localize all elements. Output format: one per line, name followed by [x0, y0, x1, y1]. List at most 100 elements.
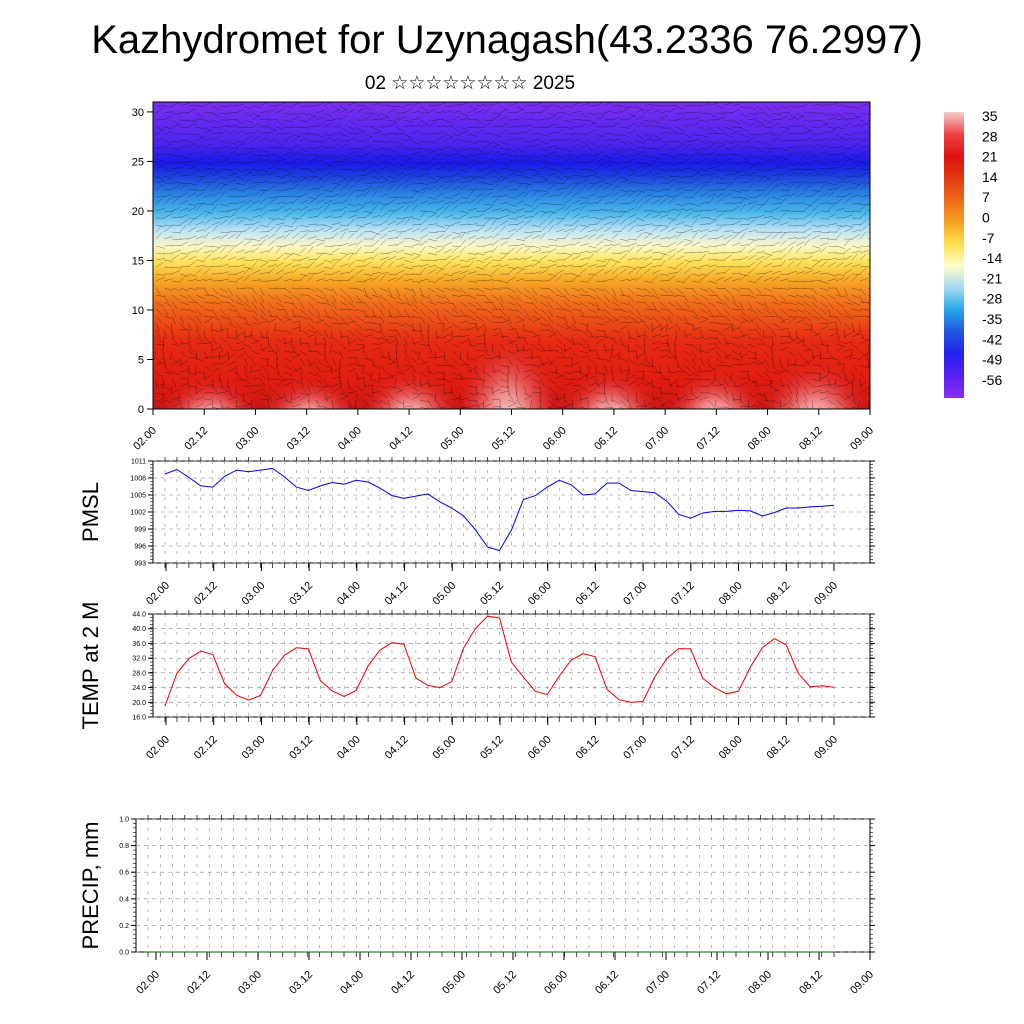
wind-barb: [355, 269, 364, 275]
wind-barb: [779, 231, 786, 240]
wind-barb: [691, 273, 701, 277]
wind-barb: [675, 267, 683, 275]
heatmap-y-tick-label: 30: [132, 107, 144, 119]
wind-barb: [491, 315, 501, 318]
wind-barb: [739, 308, 746, 317]
wind-barb: [379, 377, 389, 380]
wind-barb: [819, 364, 826, 373]
wind-barb: [331, 245, 342, 247]
wind-barb: [523, 329, 533, 333]
x-tick-label: 03.12: [287, 969, 315, 997]
wind-barb: [867, 287, 870, 290]
x-tick-label: 08.00: [717, 734, 745, 762]
wind-barb: [491, 388, 501, 394]
wind-barb: [563, 198, 572, 205]
wind-barb: [835, 224, 842, 233]
wind-barb: [547, 244, 557, 247]
wind-barb: [259, 336, 270, 338]
wind-barb: [571, 213, 581, 219]
wind-barb: [371, 140, 382, 142]
wind-barb: [235, 287, 246, 289]
wind-barb: [331, 117, 341, 121]
wind-barb: [443, 273, 453, 277]
wind-barb: [435, 248, 444, 254]
wind-barb: [435, 199, 445, 205]
wind-barb: [747, 294, 757, 299]
wind-barb: [667, 147, 677, 151]
wind-barb: [747, 380, 756, 387]
wind-barb: [307, 392, 310, 402]
wind-barb: [763, 371, 771, 379]
wind-barb: [451, 186, 461, 191]
wind-barb: [531, 385, 541, 390]
wind-barb: [243, 250, 253, 254]
wind-barb: [179, 301, 189, 306]
wind-barb: [659, 126, 669, 130]
x-tick-label: 03.00: [240, 734, 268, 762]
wind-barb: [291, 403, 301, 408]
wind-barb: [779, 165, 789, 170]
wind-barb: [227, 265, 238, 268]
wind-barb: [195, 279, 205, 282]
wind-barb: [403, 228, 413, 233]
wind-barb: [675, 211, 682, 219]
wind-barb: [267, 350, 277, 353]
wind-barb: [819, 259, 830, 261]
wind-barb: [819, 202, 829, 205]
wind-barb: [851, 245, 861, 249]
wind-barb: [315, 154, 325, 159]
wind-barb: [571, 322, 578, 331]
wind-barb: [427, 399, 433, 408]
wind-barb: [163, 329, 167, 339]
wind-barb: [427, 140, 437, 144]
wind-barb: [315, 270, 325, 275]
wind-barb: [227, 208, 237, 212]
wind-barb: [819, 308, 828, 315]
wind-barb: [251, 154, 262, 157]
wind-barb: [211, 105, 221, 111]
wind-barb: [707, 329, 717, 332]
wind-barb: [635, 266, 646, 268]
wind-barb: [779, 231, 790, 233]
wind-barb: [667, 324, 676, 331]
wind-barb: [651, 385, 661, 389]
wind-barb: [499, 140, 509, 146]
wind-barb: [571, 406, 575, 409]
wind-barb: [547, 172, 557, 177]
wind-barb: [627, 268, 636, 275]
wind-barb: [755, 203, 766, 205]
wind-barb: [739, 329, 745, 338]
wind-barb: [523, 406, 527, 409]
wind-barb: [331, 383, 341, 387]
wind-barb: [339, 228, 349, 233]
wind-barb: [259, 287, 265, 296]
wind-barb: [563, 105, 573, 108]
wind-barb: [531, 378, 541, 384]
wind-barb: [739, 246, 747, 254]
wind-barb: [619, 154, 629, 158]
wind-barb: [259, 399, 270, 401]
wind-barb: [163, 357, 166, 367]
wind-barb: [715, 175, 725, 180]
colorbar-label: 35: [982, 108, 998, 124]
wind-barb: [235, 161, 245, 165]
wind-barb: [523, 308, 529, 317]
wind-barb: [475, 140, 486, 143]
wind-barb: [171, 119, 180, 125]
wind-barb: [699, 103, 709, 107]
wind-barb: [747, 112, 757, 115]
wind-barb: [523, 140, 533, 144]
wind-barb: [835, 175, 845, 180]
wind-barb: [259, 308, 267, 316]
wind-barb: [387, 199, 396, 205]
wind-barb: [755, 399, 764, 406]
wind-barb: [195, 403, 205, 408]
wind-barb: [755, 105, 764, 111]
wind-barb: [627, 308, 635, 316]
wind-barb: [651, 195, 662, 198]
wind-barb: [587, 382, 597, 387]
wind-barb: [539, 140, 549, 145]
wind-barb: [523, 210, 534, 213]
wind-barb: [467, 385, 477, 388]
wind-barb: [851, 234, 860, 240]
